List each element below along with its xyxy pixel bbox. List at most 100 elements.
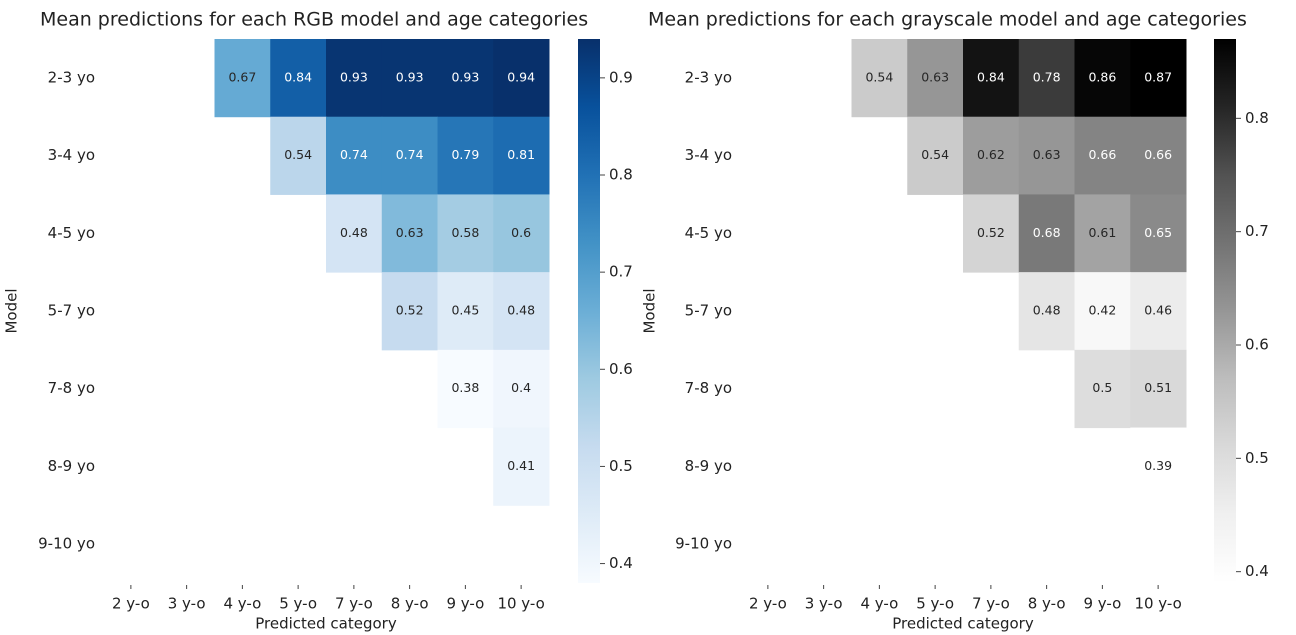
x-tick-label: 5 y-o (279, 595, 317, 613)
cell-label: 0.6 (511, 225, 531, 240)
heatmap-cell (437, 116, 494, 195)
colorbar-tick-label: 0.6 (609, 360, 633, 378)
cell-label: 0.66 (1144, 147, 1172, 162)
x-tick-label: 8 y-o (391, 595, 429, 613)
y-tick-label: 8-9 yo (685, 457, 732, 475)
heatmap-cell (493, 349, 550, 429)
y-tick-label: 3-4 yo (685, 146, 732, 164)
x-tick-label: 10 y-o (1134, 595, 1181, 613)
x-tick-label: 3 y-o (805, 595, 843, 613)
heatmap-cell (437, 194, 494, 273)
heatmap-cell (1074, 349, 1131, 429)
cell-label: 0.93 (340, 69, 368, 84)
y-tick-label: 9-10 yo (38, 535, 95, 553)
cell-label: 0.54 (921, 147, 949, 162)
cell-label: 0.54 (284, 147, 312, 162)
cell-label: 0.63 (1033, 147, 1061, 162)
cell-label: 0.66 (1088, 147, 1116, 162)
cell-label: 0.93 (451, 69, 479, 84)
heatmap-cell (270, 39, 327, 118)
y-tick-label: 4-5 yo (685, 224, 732, 242)
y-tick-label: 3-4 yo (48, 146, 95, 164)
cell-label: 0.52 (977, 225, 1005, 240)
heatmap-cell (326, 194, 383, 273)
x-tick-label: 8 y-o (1028, 595, 1066, 613)
cell-label: 0.5 (1092, 380, 1112, 395)
cell-label: 0.94 (507, 69, 535, 84)
x-tick-label: 2 y-o (112, 595, 150, 613)
heatmap-cell (270, 116, 327, 195)
cell-label: 0.52 (396, 303, 424, 318)
heatmap-cell (963, 39, 1020, 118)
y-tick-label: 2-3 yo (48, 68, 95, 86)
heatmap-cell (1018, 194, 1075, 273)
cell-label: 0.81 (507, 147, 535, 162)
colorbar-tick-label: 0.4 (1245, 562, 1269, 580)
colorbar (578, 39, 600, 583)
heatmap-cell (214, 39, 271, 118)
heatmap-cell (1130, 272, 1187, 351)
cell-label: 0.39 (1144, 458, 1172, 473)
cell-label: 0.46 (1144, 303, 1172, 318)
y-axis-label: Model (641, 288, 659, 333)
heatmap-cell (1074, 194, 1131, 273)
heatmap-cell (437, 272, 494, 351)
heatmap-cell (1130, 349, 1187, 429)
cell-label: 0.63 (396, 225, 424, 240)
heatmap-cell (493, 194, 550, 273)
x-tick-label: 2 y-o (749, 595, 787, 613)
heatmap-cell (1130, 427, 1187, 506)
cell-label: 0.4 (511, 380, 531, 395)
heatmap-cell (851, 39, 908, 118)
colorbar-tick-label: 0.7 (1245, 222, 1269, 240)
heatmap-cell (381, 272, 438, 351)
heatmap-cell (381, 194, 438, 273)
colorbar-tick-label: 0.4 (609, 554, 633, 572)
colorbar-tick-label: 0.9 (609, 68, 633, 86)
cell-label: 0.93 (396, 69, 424, 84)
heatmap-cell (381, 116, 438, 195)
y-axis-label: Model (3, 288, 21, 333)
heatmap-cell (493, 116, 550, 195)
heatmap-cell (963, 116, 1020, 195)
x-axis-label: Predicted category (255, 615, 397, 633)
heatmap-cell (1018, 116, 1075, 195)
heatmap-cell (493, 39, 550, 118)
x-tick-label: 7 y-o (972, 595, 1010, 613)
cell-label: 0.68 (1033, 225, 1061, 240)
heatmap-cell (1130, 194, 1187, 273)
heatmap-cell (1018, 272, 1075, 351)
cell-label: 0.78 (1033, 69, 1061, 84)
x-tick-label: 4 y-o (860, 595, 898, 613)
y-tick-label: 7-8 yo (48, 379, 95, 397)
cell-label: 0.74 (396, 147, 424, 162)
cell-label: 0.62 (977, 147, 1005, 162)
heatmap-cell (1130, 39, 1187, 118)
heatmap-cell (326, 116, 383, 195)
y-tick-label: 7-8 yo (685, 379, 732, 397)
heatmap-cell (907, 39, 964, 118)
heatmap-cell (1074, 272, 1131, 351)
cell-label: 0.67 (228, 69, 256, 84)
y-tick-label: 8-9 yo (48, 457, 95, 475)
cell-label: 0.87 (1144, 69, 1172, 84)
y-tick-label: 2-3 yo (685, 68, 732, 86)
heatmap-cell (1018, 39, 1075, 118)
colorbar-tick-label: 0.8 (609, 166, 633, 184)
x-tick-label: 7 y-o (335, 595, 373, 613)
heatmap-cell (1074, 39, 1131, 118)
cell-label: 0.86 (1088, 69, 1116, 84)
cell-label: 0.51 (1144, 380, 1172, 395)
x-tick-label: 9 y-o (1083, 595, 1121, 613)
cell-label: 0.63 (921, 69, 949, 84)
cell-label: 0.74 (340, 147, 368, 162)
cell-label: 0.42 (1088, 303, 1116, 318)
heatmap-cell (963, 194, 1020, 273)
y-tick-label: 4-5 yo (48, 224, 95, 242)
cell-label: 0.61 (1088, 225, 1116, 240)
y-tick-label: 9-10 yo (675, 535, 732, 553)
chart-title: Mean predictions for each grayscale mode… (648, 9, 1247, 31)
heatmap-cell (1130, 116, 1187, 195)
heatmap-cell (493, 272, 550, 351)
colorbar-tick-label: 0.5 (1245, 449, 1269, 467)
